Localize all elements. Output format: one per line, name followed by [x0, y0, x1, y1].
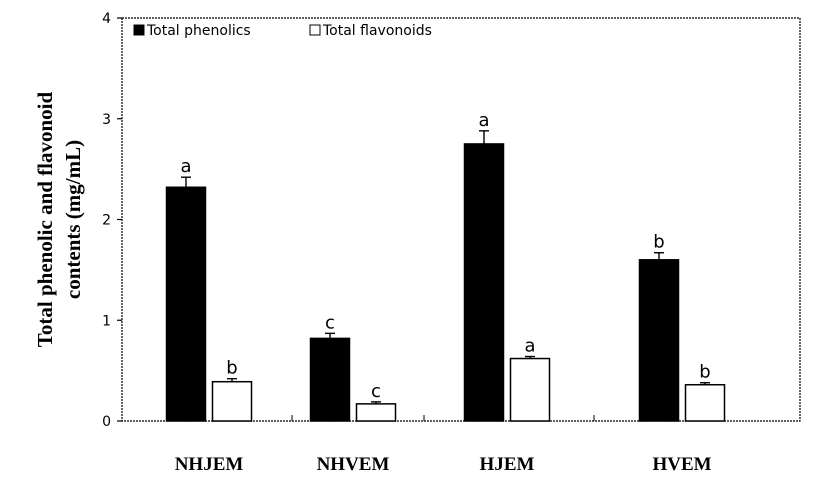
bar-phenolics	[638, 259, 680, 422]
y-tick-label: 0	[102, 414, 111, 430]
x-category-label: NHVEM	[317, 454, 390, 475]
y-axis-title-line: contents (mg/mL)	[61, 140, 85, 299]
bar-flavonoids	[355, 403, 397, 422]
y-tick-label: 3	[102, 112, 111, 128]
y-axis-title-line: Total phenolic and flavonoid	[33, 91, 57, 347]
significance-label: b	[653, 232, 664, 253]
legend: Total phenolics Total flavonoids	[133, 23, 432, 39]
bar-phenolics	[165, 186, 207, 422]
y-tick-label: 4	[102, 11, 111, 27]
y-axis-ticks: 0 1 2 3 4	[102, 11, 122, 430]
legend-swatch	[133, 24, 145, 36]
x-axis-category-labels: NHJEM NHVEM HJEM HVEM	[175, 454, 712, 475]
x-category-label: HVEM	[652, 454, 711, 475]
significance-label: a	[180, 156, 191, 177]
y-tick-label: 2	[102, 213, 111, 229]
legend-label: Total phenolics	[146, 23, 251, 39]
significance-label: b	[699, 362, 710, 383]
significance-label: a	[524, 336, 535, 357]
y-axis-label: Total phenolic and flavonoid contents (mg…	[33, 91, 85, 347]
significance-label: b	[226, 358, 237, 379]
plot-border	[121, 17, 801, 422]
legend-swatch	[309, 24, 321, 36]
bar-phenolics	[463, 143, 505, 422]
x-category-label: HJEM	[480, 454, 535, 475]
bar-flavonoids	[509, 357, 551, 422]
y-axis-title: Total phenolic and flavonoid contents (mg…	[33, 91, 85, 347]
y-tick-label: 1	[102, 313, 111, 329]
significance-label: c	[325, 312, 335, 333]
bar-flavonoids	[684, 383, 726, 422]
x-category-label: NHJEM	[175, 454, 244, 475]
significance-label: c	[371, 381, 381, 402]
plot-frame	[121, 17, 801, 422]
legend-label: Total flavonoids	[322, 23, 432, 39]
bar-flavonoids	[211, 380, 253, 422]
significance-label: a	[478, 110, 489, 131]
bars: a b c c a a b b	[165, 110, 726, 422]
bar-phenolics	[309, 337, 351, 422]
